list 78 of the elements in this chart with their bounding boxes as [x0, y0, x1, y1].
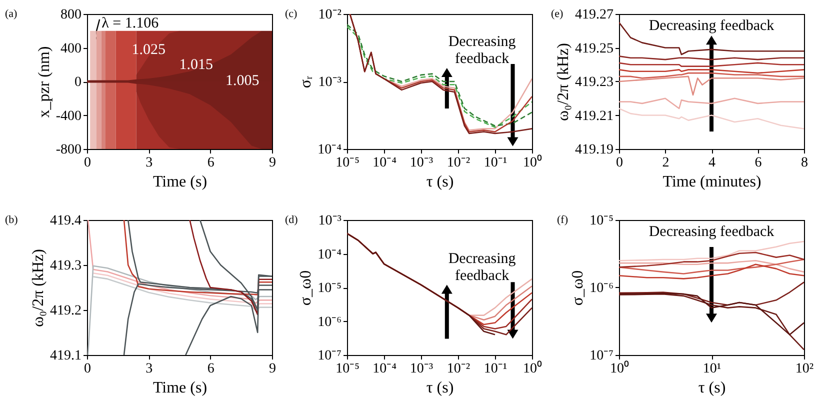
y-tick-label: 10⁻⁴	[318, 247, 342, 262]
y-tick-label: 10⁻⁵	[590, 214, 614, 228]
x-axis-title: Time (s)	[152, 380, 208, 396]
annotation: 1.015	[179, 56, 214, 73]
chart-title: (d)	[285, 214, 298, 226]
chart-title: (c)	[285, 8, 298, 20]
x-tick-label: 6	[754, 156, 762, 170]
annotation: λ = 1.106	[102, 15, 160, 32]
x-tick-label: 6	[207, 156, 214, 170]
y-tick-label: 10⁻²	[318, 8, 342, 22]
annotation: Decreasing feedback	[648, 224, 775, 240]
chart-title: (e)	[551, 8, 564, 20]
x-tick-label: 9	[269, 362, 276, 376]
annotation: Decreasing feedback	[448, 34, 516, 67]
x-tick-label: 10⁰	[610, 360, 629, 376]
y-tick-label: 10⁻³	[318, 75, 342, 90]
y-tick-label: -400	[56, 108, 82, 124]
y-tick-label: 800	[60, 8, 82, 22]
x-tick-label: 4	[708, 156, 716, 170]
x-tick-label: 10⁻³	[410, 156, 434, 170]
x-tick-label: 10⁻²	[446, 362, 470, 376]
y-tick-label: 10⁻⁴	[318, 142, 342, 158]
y-tick-label: 10⁻⁶	[318, 314, 342, 330]
x-axis-title: Time (minutes)	[662, 174, 762, 190]
x-tick-label: 10⁰	[523, 360, 542, 376]
x-tick-label: 8	[801, 156, 808, 170]
x-tick-label: 3	[146, 156, 153, 170]
x-axis-title: τ (s)	[698, 380, 726, 396]
y-tick-label: 419.1	[50, 348, 82, 364]
x-tick-label: 10⁰	[523, 154, 542, 170]
y-tick-label: -800	[56, 142, 82, 158]
chart-title: (a)	[5, 8, 18, 20]
annotation: Decreasing feedback	[448, 250, 516, 284]
x-tick-label: 10⁻⁵	[336, 362, 360, 376]
y-tick-label: 419.19	[575, 142, 614, 158]
y-tick-label: 10⁻⁷	[318, 348, 342, 364]
y-tick-label: 10⁻³	[318, 214, 342, 228]
x-tick-label: 10⁻²	[446, 156, 470, 170]
y-tick-label: 419.21	[575, 108, 614, 124]
y-tick-label: 10⁻⁵	[318, 281, 342, 296]
y-tick-label: 10⁻⁷	[590, 348, 614, 364]
chart-title: (b)	[5, 214, 18, 226]
y-tick-label: 419.23	[575, 75, 614, 90]
y-axis-title: ω₀/2π (kHz)	[555, 43, 572, 121]
y-axis-title: σᵣ	[298, 76, 315, 88]
y-tick-label: 10⁻⁶	[590, 281, 614, 296]
y-tick-label: 419.4	[50, 214, 82, 228]
y-axis-title: σ_ω0	[570, 270, 587, 306]
x-tick-label: 2	[662, 156, 670, 170]
x-tick-label: 6	[207, 362, 214, 376]
y-tick-label: 419.27	[575, 8, 614, 22]
y-tick-label: 419.2	[50, 304, 82, 318]
x-tick-label: 10⁻⁴	[372, 362, 397, 376]
x-tick-label: 9	[269, 156, 276, 170]
x-axis-title: τ (s)	[426, 174, 454, 190]
y-axis-title: ω₀/2π (kHz)	[30, 249, 47, 327]
x-tick-label: 0	[84, 362, 91, 376]
y-tick-label: 0	[74, 75, 82, 90]
x-axis-title: Time (s)	[152, 174, 208, 190]
y-tick-label: 419.25	[575, 41, 614, 56]
y-axis-title: x_pzr (nm)	[36, 46, 53, 118]
x-tick-label: 10⁻⁴	[372, 156, 397, 170]
chart-title: (f)	[557, 214, 568, 226]
x-axis-title: τ (s)	[426, 380, 454, 396]
y-tick-label: 400	[60, 41, 82, 56]
x-tick-label: 10¹	[702, 362, 722, 376]
y-tick-label: 419.3	[50, 258, 82, 274]
y-axis-title: σ_ω0	[298, 270, 315, 306]
x-tick-label: 3	[146, 362, 153, 376]
x-tick-label: 10⁻³	[410, 362, 434, 376]
x-tick-label: 10⁻¹	[484, 156, 508, 170]
annotation: 1.005	[226, 73, 260, 90]
x-tick-label: 10²	[795, 362, 814, 376]
x-tick-label: 10⁻¹	[484, 362, 508, 376]
x-tick-label: 10⁻⁵	[336, 156, 360, 170]
annotation: Decreasing feedback	[648, 18, 775, 34]
x-tick-label: 0	[84, 156, 91, 170]
annotation: 1.025	[132, 42, 166, 58]
